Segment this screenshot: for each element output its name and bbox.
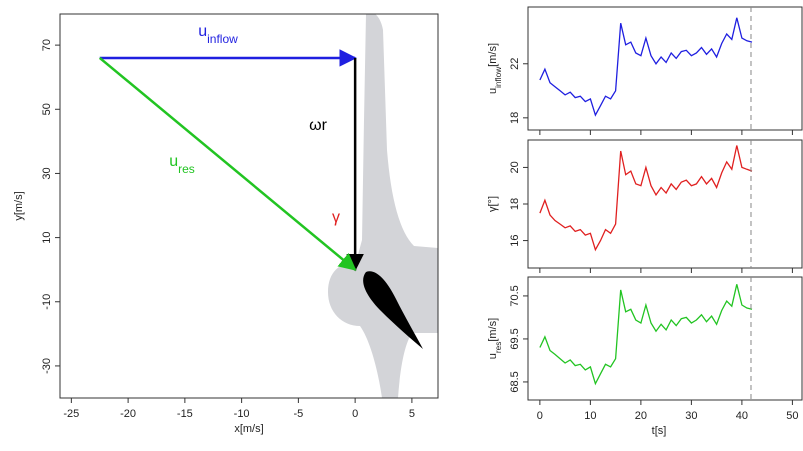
x-tick-label: 10: [584, 410, 596, 422]
label-main: ωr: [309, 117, 327, 134]
x-tick-label: -5: [293, 408, 303, 420]
blade-shape: [328, 14, 438, 398]
label-sub: inflow: [207, 32, 238, 46]
axis-label: ures[m/s]: [487, 318, 503, 359]
label-unit: [m/s]: [487, 318, 499, 342]
label-unit: [°]: [487, 196, 499, 207]
y-tick-label: 18: [509, 112, 521, 124]
axis-label: γ[°]: [487, 196, 499, 212]
y-tick-label: 22: [509, 58, 521, 70]
y-tick-label: 50: [41, 103, 53, 115]
series-line: [539, 145, 753, 252]
y-tick-label: 70.5: [509, 285, 521, 306]
vector-label: ures: [169, 153, 195, 176]
x-tick-label: 0: [352, 408, 358, 420]
x-tick-label: -25: [63, 408, 79, 420]
plot-frame: [527, 139, 803, 269]
x-tick-label: 20: [635, 410, 647, 422]
airfoil: [363, 271, 423, 349]
plot-frame: [527, 6, 803, 131]
x-tick-label: 5: [409, 408, 415, 420]
vector-label: ωr: [309, 117, 327, 134]
y-tick-label: 18: [509, 198, 521, 210]
annotation: γ: [332, 209, 340, 226]
label-main: u: [198, 23, 207, 40]
y-tick-label: -30: [41, 358, 53, 374]
x-tick-label: -15: [177, 408, 193, 420]
label-main: u: [487, 88, 499, 94]
series-line: [539, 284, 753, 386]
x-tick-label: -10: [234, 408, 250, 420]
label-main: u: [487, 353, 499, 359]
vector-label: uinflow: [198, 23, 238, 46]
axis-label: uinflow[m/s]: [487, 43, 503, 94]
y-tick-label: 10: [41, 231, 53, 243]
plot-frame: [59, 13, 439, 399]
label-main: u: [169, 153, 178, 170]
x-axis-label: t[s]: [652, 425, 667, 437]
y-tick-label: 69.5: [509, 328, 521, 349]
axis-label: y[m/s]: [13, 191, 25, 220]
y-tick-label: 30: [41, 167, 53, 179]
vector-arrow: [98, 56, 357, 271]
x-tick-label: -20: [120, 408, 136, 420]
x-tick-label: 0: [537, 410, 543, 422]
x-tick-label: 40: [736, 410, 748, 422]
x-tick-label: 50: [786, 410, 798, 422]
blade-diagram: [328, 14, 438, 398]
label-sub: res: [494, 342, 503, 353]
y-tick-label: 16: [509, 234, 521, 246]
label-sub: inflow: [494, 67, 503, 88]
y-tick-label: 70: [41, 39, 53, 51]
label-sub: res: [178, 162, 195, 176]
y-tick-label: 68.5: [509, 371, 521, 392]
plot-frame: [527, 276, 803, 401]
x-axis-label: x[m/s]: [234, 423, 263, 435]
x-tick-label: 30: [685, 410, 697, 422]
label-unit: [m/s]: [487, 43, 499, 67]
y-tick-label: 20: [509, 161, 521, 173]
series-line: [539, 17, 753, 117]
y-tick-label: -10: [41, 294, 53, 310]
label-main: γ: [487, 206, 499, 212]
